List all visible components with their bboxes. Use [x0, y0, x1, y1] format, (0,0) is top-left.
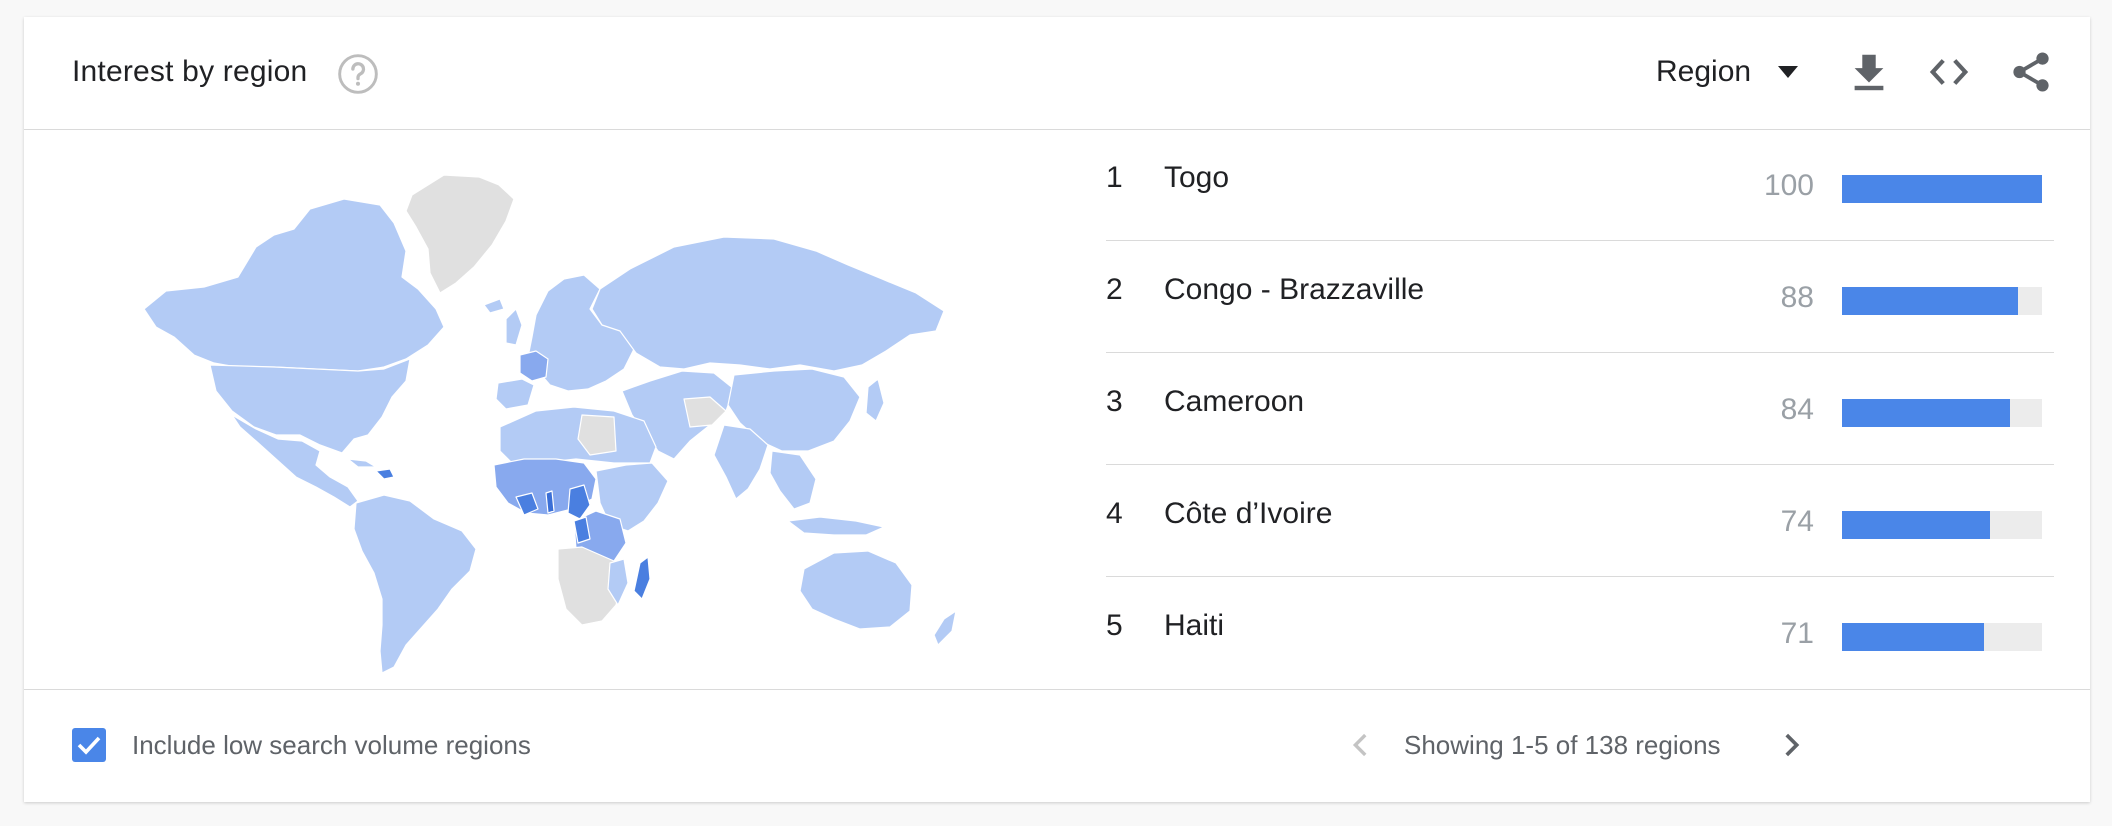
region-select[interactable]: Region	[1656, 47, 1799, 97]
ranking-position: 5	[1106, 609, 1123, 642]
region-select-label: Region	[1656, 55, 1752, 88]
ranking-region-name: Congo - Brazzaville	[1164, 273, 1425, 306]
ranking-region-name: Togo	[1164, 161, 1230, 194]
map-region-mexico	[231, 414, 359, 508]
map-region-indonesia	[787, 516, 885, 536]
low-volume-checkbox-label[interactable]: Include low search volume regions	[132, 730, 531, 760]
embed-code-icon[interactable]	[1926, 49, 1972, 95]
region-ranking-list: 1 Togo 100 2 Congo - Brazzaville 88 3 Ca…	[1106, 129, 2054, 688]
ranking-position: 3	[1106, 385, 1123, 418]
pagination-status: Showing 1-5 of 138 regions	[1404, 730, 1721, 760]
chevron-left-icon	[1352, 733, 1367, 757]
map-region-congo-brazzaville	[573, 516, 591, 544]
map-region-southern-africa	[557, 546, 623, 626]
interest-by-region-card: Interest by region Region	[24, 17, 2090, 802]
map-region-france	[519, 350, 549, 382]
ranking-value: 84	[1780, 393, 1814, 426]
ranking-bar-track	[1842, 399, 2042, 427]
ranking-bar-fill	[1842, 623, 1984, 651]
map-region-cuba	[347, 458, 377, 468]
ranking-position: 1	[1106, 161, 1123, 194]
map-region-se-asia	[769, 450, 817, 510]
checkmark-icon	[77, 736, 101, 755]
ranking-value: 100	[1763, 169, 1814, 202]
map-region-iran-afg	[683, 396, 727, 428]
map-region-cameroon	[567, 484, 591, 520]
ranking-bar-fill	[1842, 511, 1990, 539]
chevron-right-icon[interactable]	[1774, 728, 1808, 762]
map-region-togo	[545, 490, 555, 514]
ranking-row[interactable]: 5 Haiti 71	[1106, 577, 2054, 688]
map-region-greenland	[405, 174, 515, 294]
ranking-region-name: Côte d’Ivoire	[1164, 497, 1333, 530]
ranking-bar-fill	[1842, 287, 2018, 315]
ranking-value: 74	[1780, 505, 1814, 538]
map-region-madagascar	[633, 556, 651, 600]
map-region-china	[727, 368, 861, 452]
map-region-new-zealand	[933, 610, 957, 646]
map-region-uk	[505, 308, 523, 346]
ranking-row[interactable]: 1 Togo 100	[1106, 129, 2054, 241]
ranking-bar-track	[1842, 175, 2042, 203]
ranking-bar-fill	[1842, 175, 2042, 203]
download-icon[interactable]	[1846, 49, 1892, 95]
world-map[interactable]	[144, 159, 974, 679]
map-region-haiti	[375, 468, 395, 480]
low-volume-checkbox[interactable]	[72, 728, 106, 762]
ranking-row[interactable]: 3 Cameroon 84	[1106, 353, 2054, 465]
share-icon[interactable]	[2008, 49, 2054, 95]
map-region-cote-divoire	[515, 492, 539, 516]
caret-down-icon	[1778, 66, 1799, 78]
ranking-value: 71	[1780, 617, 1814, 650]
map-region-russia	[591, 236, 945, 372]
ranking-region-name: Cameroon	[1164, 385, 1305, 418]
ranking-row[interactable]: 2 Congo - Brazzaville 88	[1106, 241, 2054, 353]
map-region-mozambique	[607, 558, 629, 606]
ranking-row[interactable]: 4 Côte d’Ivoire 74	[1106, 465, 2054, 577]
ranking-region-name: Haiti	[1164, 609, 1225, 642]
map-region-canada	[144, 198, 445, 372]
map-region-japan	[865, 378, 885, 422]
help-circle-icon[interactable]	[336, 52, 380, 96]
card-title: Interest by region	[72, 55, 308, 88]
map-region-libya	[577, 414, 617, 456]
map-region-iceland	[483, 298, 505, 314]
ranking-value: 88	[1780, 281, 1814, 314]
ranking-bar-track	[1842, 287, 2042, 315]
map-region-australia	[799, 550, 913, 630]
map-region-iberia	[495, 378, 535, 410]
ranking-bar-track	[1842, 511, 2042, 539]
map-region-south-america	[353, 494, 477, 674]
ranking-position: 2	[1106, 273, 1123, 306]
map-region-usa	[209, 358, 411, 454]
ranking-bar-fill	[1842, 399, 2010, 427]
ranking-position: 4	[1106, 497, 1123, 530]
ranking-bar-track	[1842, 623, 2042, 651]
card-footer: Include low search volume regions Showin…	[24, 689, 2090, 803]
map-region-india	[713, 424, 769, 500]
card-header: Interest by region Region	[24, 17, 2090, 130]
